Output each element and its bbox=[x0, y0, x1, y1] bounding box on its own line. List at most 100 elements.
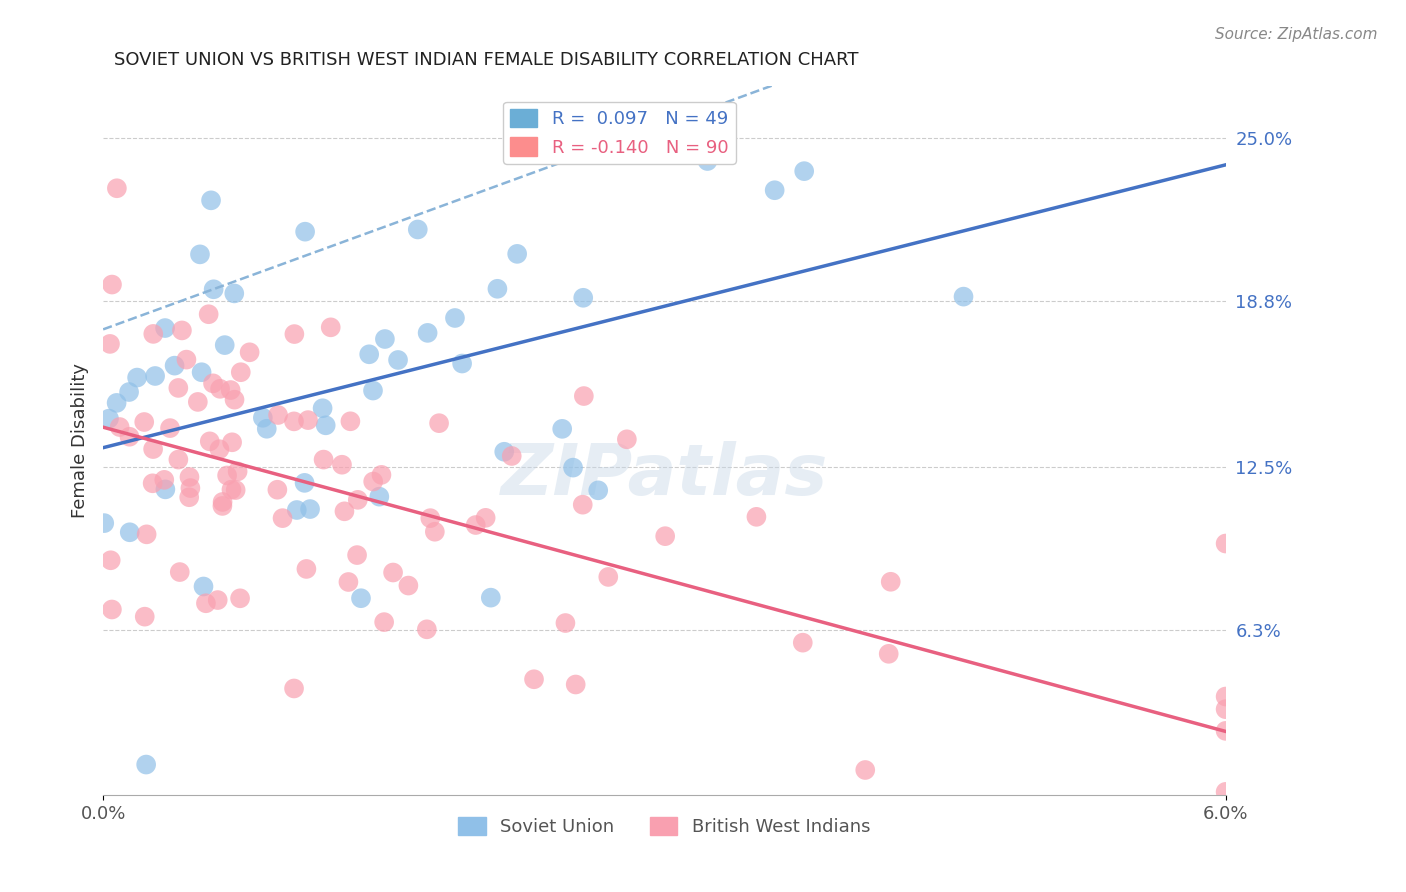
Soviet Union bbox=[127, 370, 149, 384]
British West Indians bbox=[229, 591, 252, 606]
British West Indians bbox=[187, 395, 209, 409]
British West Indians bbox=[598, 570, 620, 584]
Soviet Union bbox=[153, 321, 176, 335]
British West Indians bbox=[224, 392, 246, 407]
Soviet Union bbox=[214, 338, 236, 352]
British West Indians bbox=[202, 376, 225, 391]
Soviet Union bbox=[294, 225, 316, 239]
British West Indians bbox=[337, 574, 360, 589]
British West Indians bbox=[880, 574, 903, 589]
British West Indians bbox=[571, 498, 593, 512]
British West Indians bbox=[167, 452, 190, 467]
British West Indians bbox=[211, 495, 233, 509]
Soviet Union bbox=[285, 503, 308, 517]
Soviet Union bbox=[135, 757, 157, 772]
British West Indians bbox=[179, 470, 201, 484]
Soviet Union bbox=[572, 291, 595, 305]
British West Indians bbox=[134, 609, 156, 624]
British West Indians bbox=[207, 593, 229, 607]
British West Indians bbox=[339, 414, 361, 428]
British West Indians bbox=[283, 414, 305, 428]
British West Indians bbox=[312, 452, 335, 467]
Soviet Union bbox=[299, 502, 322, 516]
Y-axis label: Female Disability: Female Disability bbox=[72, 363, 89, 518]
British West Indians bbox=[346, 492, 368, 507]
British West Indians bbox=[197, 307, 219, 321]
Soviet Union bbox=[202, 282, 225, 296]
British West Indians bbox=[219, 383, 242, 397]
British West Indians bbox=[108, 420, 131, 434]
British West Indians bbox=[523, 672, 546, 686]
British West Indians bbox=[142, 442, 165, 456]
British West Indians bbox=[346, 548, 368, 562]
Soviet Union bbox=[118, 384, 141, 399]
British West Indians bbox=[208, 442, 231, 457]
Soviet Union bbox=[479, 591, 502, 605]
British West Indians bbox=[179, 481, 201, 495]
British West Indians bbox=[198, 434, 221, 449]
British West Indians bbox=[1215, 702, 1237, 716]
Soviet Union bbox=[252, 410, 274, 425]
British West Indians bbox=[297, 413, 319, 427]
Soviet Union bbox=[200, 194, 222, 208]
British West Indians bbox=[211, 499, 233, 513]
Soviet Union bbox=[696, 154, 718, 169]
British West Indians bbox=[217, 468, 239, 483]
British West Indians bbox=[792, 635, 814, 649]
British West Indians bbox=[169, 565, 191, 579]
British West Indians bbox=[170, 323, 193, 337]
British West Indians bbox=[1215, 785, 1237, 799]
British West Indians bbox=[194, 596, 217, 610]
Soviet Union bbox=[224, 286, 246, 301]
Soviet Union bbox=[387, 353, 409, 368]
Soviet Union bbox=[93, 516, 115, 530]
British West Indians bbox=[105, 181, 128, 195]
Soviet Union bbox=[551, 422, 574, 436]
British West Indians bbox=[745, 509, 768, 524]
British West Indians bbox=[427, 416, 450, 430]
Soviet Union bbox=[98, 411, 121, 425]
British West Indians bbox=[101, 602, 124, 616]
Soviet Union bbox=[143, 369, 166, 384]
Soviet Union bbox=[105, 396, 128, 410]
British West Indians bbox=[370, 467, 392, 482]
British West Indians bbox=[221, 435, 243, 450]
British West Indians bbox=[554, 615, 576, 630]
Soviet Union bbox=[368, 490, 391, 504]
Soviet Union bbox=[494, 444, 516, 458]
Text: Source: ZipAtlas.com: Source: ZipAtlas.com bbox=[1215, 27, 1378, 42]
Soviet Union bbox=[486, 282, 509, 296]
Soviet Union bbox=[637, 148, 659, 162]
Soviet Union bbox=[118, 525, 141, 540]
British West Indians bbox=[616, 432, 638, 446]
Soviet Union bbox=[188, 247, 211, 261]
British West Indians bbox=[382, 566, 405, 580]
British West Indians bbox=[266, 483, 288, 497]
Soviet Union bbox=[256, 422, 278, 436]
British West Indians bbox=[474, 511, 496, 525]
Soviet Union bbox=[793, 164, 815, 178]
Text: ZIPatlas: ZIPatlas bbox=[501, 442, 828, 510]
British West Indians bbox=[564, 677, 586, 691]
British West Indians bbox=[1215, 690, 1237, 704]
Soviet Union bbox=[952, 290, 974, 304]
Soviet Union bbox=[406, 222, 429, 236]
British West Indians bbox=[1215, 536, 1237, 550]
British West Indians bbox=[654, 529, 676, 543]
British West Indians bbox=[142, 476, 165, 491]
British West Indians bbox=[142, 326, 165, 341]
British West Indians bbox=[134, 415, 156, 429]
British West Indians bbox=[229, 365, 252, 379]
Soviet Union bbox=[359, 347, 381, 361]
British West Indians bbox=[98, 337, 121, 351]
Soviet Union bbox=[155, 483, 177, 497]
British West Indians bbox=[1215, 723, 1237, 738]
British West Indians bbox=[333, 504, 356, 518]
Soviet Union bbox=[315, 418, 337, 433]
British West Indians bbox=[877, 647, 900, 661]
Soviet Union bbox=[416, 326, 439, 340]
British West Indians bbox=[153, 473, 176, 487]
British West Indians bbox=[423, 524, 446, 539]
British West Indians bbox=[209, 382, 232, 396]
Soviet Union bbox=[763, 183, 786, 197]
